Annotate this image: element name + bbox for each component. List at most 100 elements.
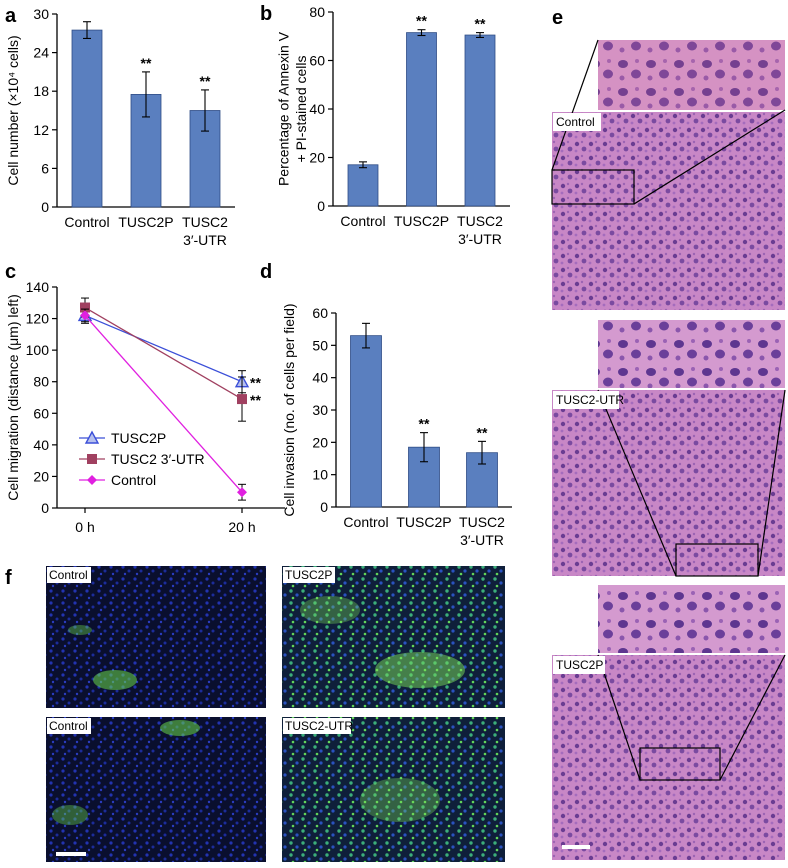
panel-letter-c: c xyxy=(5,261,16,283)
panel-letter-d: d xyxy=(260,261,272,283)
significance-series-0: ** xyxy=(250,375,261,391)
fluor-image-control-2 xyxy=(46,717,266,862)
y-tick-label-d: 40 xyxy=(312,370,328,386)
he-zoom-control xyxy=(598,40,785,110)
series-point-2-0 xyxy=(80,310,90,321)
significance-b-2: ** xyxy=(475,16,486,32)
fluor-image-utr xyxy=(282,717,505,862)
panel-letter-e: e xyxy=(552,7,563,29)
x-tick-label-a-2: 3′-UTR xyxy=(183,232,227,248)
y-tick-label-d: 50 xyxy=(312,337,328,353)
y-tick-label-b: 0 xyxy=(317,198,325,214)
y-tick-label-d: 0 xyxy=(320,499,328,515)
series-point-1-0 xyxy=(80,302,90,313)
significance-d-1: ** xyxy=(419,416,430,432)
y-tick-label-d: 60 xyxy=(312,305,328,321)
he-inset-box-utr xyxy=(675,543,759,577)
legend-marker-0 xyxy=(84,430,100,444)
x-tick-label-d-0: Control xyxy=(343,514,388,530)
panel-letter-b: b xyxy=(260,3,272,25)
he-label-control: Control xyxy=(556,115,595,129)
series-point-2-1 xyxy=(237,487,247,498)
significance-a-1: ** xyxy=(141,55,152,71)
x-tick-label-d-2: 3′-UTR xyxy=(460,532,504,548)
y-tick-label-d: 20 xyxy=(312,434,328,450)
he-zoom-tusc2p xyxy=(598,585,785,653)
x-tick-label-b-2: 3′-UTR xyxy=(458,231,502,247)
significance-b-1: ** xyxy=(416,13,427,29)
y-tick-label-a: 30 xyxy=(33,6,49,22)
y-tick-label-b: 40 xyxy=(309,101,325,117)
significance-d-2: ** xyxy=(477,424,488,440)
x-tick-label-c-1: 20 h xyxy=(228,519,255,535)
series-point-1-1 xyxy=(237,394,247,405)
bar-a-0 xyxy=(71,29,103,208)
y-axis-label-d: Cell invasion (no. of cells per field) xyxy=(281,303,297,516)
y-tick-label-c: 0 xyxy=(41,500,49,516)
fluor-label-utr: TUSC2-UTR xyxy=(285,719,353,733)
bar-b-1 xyxy=(406,32,437,207)
scale-bar-f xyxy=(56,852,86,856)
he-inset-box-tusc2p xyxy=(639,747,721,781)
panel-letter-f: f xyxy=(5,567,12,589)
fluor-image-tusc2p xyxy=(282,566,505,708)
y-tick-label-d: 10 xyxy=(312,467,328,483)
y-axis-label-b: Percentage of Annexin V + PI-stained cell… xyxy=(276,31,310,186)
y-tick-label-a: 0 xyxy=(41,199,49,215)
fluor-label-tusc2p: TUSC2P xyxy=(285,568,332,582)
x-tick-label-b-1: TUSC2P xyxy=(394,213,449,229)
x-tick-label-d-1: TUSC2P xyxy=(396,514,451,530)
panel-e: e Control TUSC2-UTR TUSC2P xyxy=(551,7,786,860)
he-zoom-utr xyxy=(598,320,785,388)
y-tick-label-a: 12 xyxy=(33,122,49,138)
legend-marker-1 xyxy=(87,454,97,464)
fluor-image-control-1 xyxy=(46,566,266,708)
he-label-utr: TUSC2-UTR xyxy=(556,393,624,407)
y-tick-label-a: 18 xyxy=(33,83,49,99)
charts-layer: 0 6 12 18 24 30 Cell number (×10⁴ cells) a Contr… xyxy=(5,3,512,548)
y-tick-label-b: 60 xyxy=(309,53,325,69)
y-tick-label-c: 140 xyxy=(26,279,50,295)
y-tick-label-c: 100 xyxy=(26,342,50,358)
he-image-tusc2p xyxy=(552,655,785,860)
y-tick-label-c: 40 xyxy=(33,437,49,453)
y-tick-label-c: 60 xyxy=(33,405,49,421)
y-axis-label-c: Cell migration (distance (μm) left) xyxy=(5,294,21,500)
x-tick-label-a-2: TUSC2 xyxy=(182,214,228,230)
x-tick-label-a-0: Control xyxy=(64,214,109,230)
fluor-label-control-1: Control xyxy=(49,568,88,582)
y-tick-label-b: 20 xyxy=(309,150,325,166)
x-tick-label-c-0: 0 h xyxy=(75,519,94,535)
y-tick-label-c: 80 xyxy=(33,374,49,390)
x-tick-label-b-2: TUSC2 xyxy=(457,213,503,229)
series-line-1 xyxy=(84,306,243,400)
bar-b-2 xyxy=(464,34,496,207)
panel-f: f Control TUSC2P Control TUSC2-UTR xyxy=(5,566,505,862)
bar-d-0 xyxy=(350,335,382,508)
series-line-2 xyxy=(84,314,243,493)
he-image-control xyxy=(552,112,785,310)
fluor-label-control-2: Control xyxy=(49,719,88,733)
legend-label-1: TUSC2 3′-UTR xyxy=(111,451,205,467)
y-tick-label-a: 24 xyxy=(33,45,49,61)
y-tick-label-b: 80 xyxy=(309,4,325,20)
y-tick-label-c: 120 xyxy=(26,311,50,327)
bar-b-0 xyxy=(347,164,379,207)
legend-marker-2 xyxy=(87,475,97,485)
x-tick-label-d-2: TUSC2 xyxy=(459,514,505,530)
significance-a-2: ** xyxy=(200,73,211,89)
y-tick-label-a: 6 xyxy=(41,160,49,176)
panel-letter-a: a xyxy=(5,5,17,27)
he-inset-box-control xyxy=(551,169,635,205)
x-tick-label-b-0: Control xyxy=(340,213,385,229)
legend-label-0: TUSC2P xyxy=(111,430,166,446)
legend-label-2: Control xyxy=(111,472,156,488)
he-label-tusc2p: TUSC2P xyxy=(556,658,603,672)
y-tick-label-d: 30 xyxy=(312,402,328,418)
significance-series-1: ** xyxy=(250,392,261,408)
scale-bar-e xyxy=(562,845,590,849)
y-axis-label-a: Cell number (×10⁴ cells) xyxy=(5,35,21,185)
series-line-0 xyxy=(84,314,243,383)
y-tick-label-c: 20 xyxy=(33,468,49,484)
